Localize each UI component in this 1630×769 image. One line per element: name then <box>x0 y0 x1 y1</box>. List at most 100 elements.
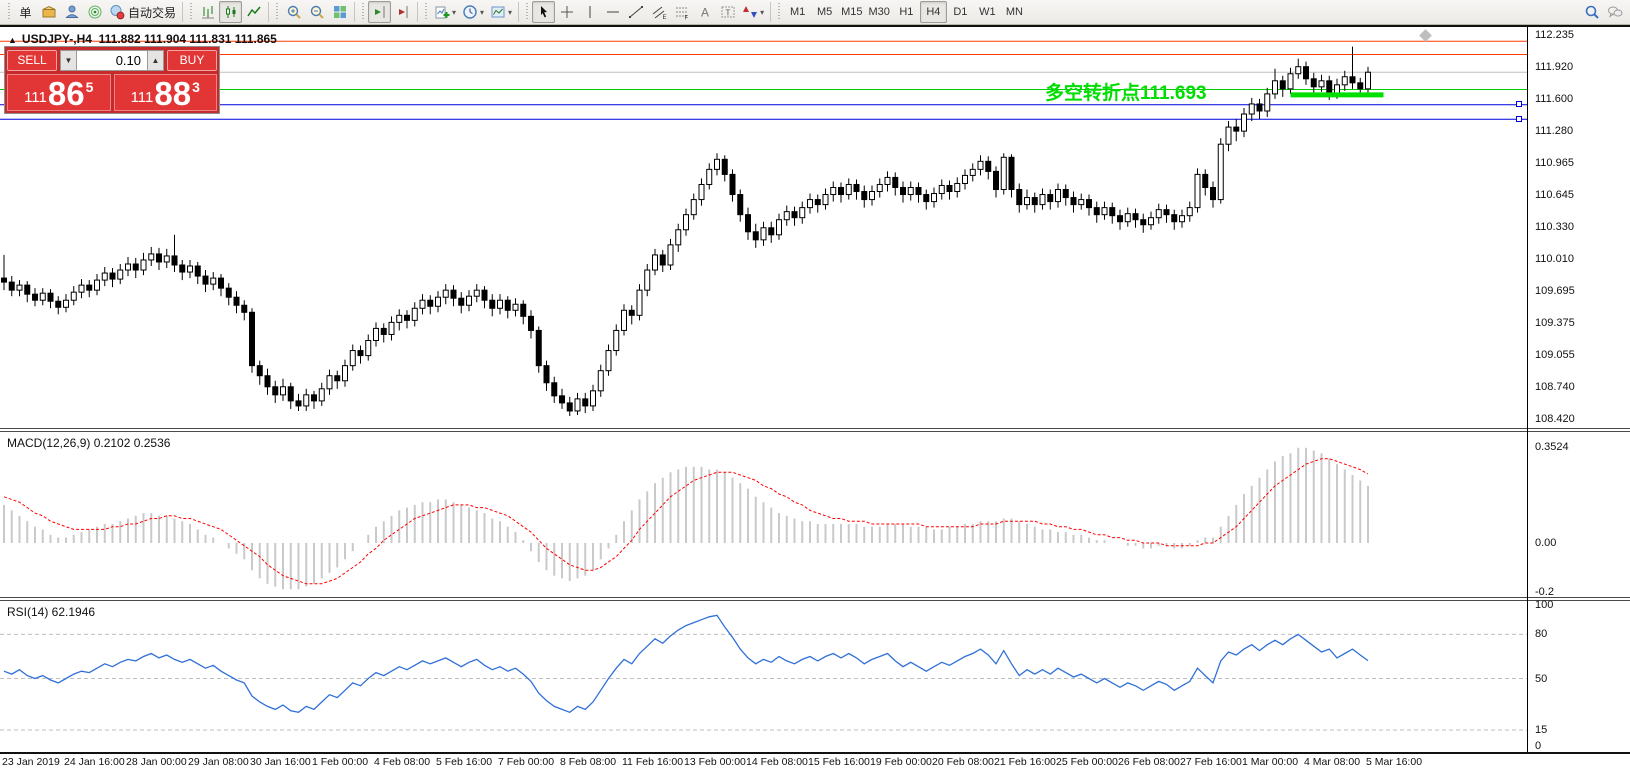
tf-mn-button[interactable]: MN <box>1001 1 1028 23</box>
equidistant-channel-button[interactable]: E <box>647 1 670 23</box>
price-tick-label: 110.965 <box>1535 156 1574 169</box>
chart-shift-button[interactable] <box>368 1 392 23</box>
tile-windows-button[interactable] <box>328 1 351 23</box>
tf-m30-label: M30 <box>868 6 890 18</box>
auto-trading-button[interactable]: 自动交易 <box>106 1 179 23</box>
hline-drag-handle[interactable] <box>1516 115 1522 122</box>
arrows-button[interactable]: ▾ <box>739 1 767 23</box>
hline-drag-handle[interactable] <box>1516 101 1522 108</box>
arrows-dropdown-icon[interactable]: ▾ <box>760 7 765 17</box>
one-click-trading-panel: SELL ▼ 0.10 ▲ BUY 111 86 5 111 88 3 <box>4 46 220 114</box>
lot-increase-button[interactable]: ▲ <box>147 50 164 71</box>
new-chart-dropdown-icon[interactable]: ▾ <box>452 7 457 17</box>
search-button[interactable] <box>1580 1 1603 23</box>
text-label-button[interactable]: T <box>716 1 739 23</box>
lot-decrease-button[interactable]: ▼ <box>60 50 77 71</box>
shiftend-icon <box>374 6 385 18</box>
tf-m5-button[interactable]: M5 <box>811 1 838 23</box>
fibonacci-button[interactable]: F <box>670 1 693 23</box>
text-button[interactable]: A <box>693 1 716 23</box>
rsi-tick-label: 0 <box>1535 740 1542 752</box>
pane-separator[interactable] <box>0 428 1630 432</box>
svg-text:A: A <box>701 6 709 20</box>
main-chart-canvas[interactable] <box>0 27 1527 428</box>
time-tick-label: 5 Mar 16:00 <box>1366 756 1423 768</box>
new-chart-button[interactable]: ▾ <box>431 1 459 23</box>
main-chart-pane[interactable]: ▲ USDJPY-,H4 111.882 111.904 111.831 111.… <box>0 27 1630 428</box>
trendline-button[interactable] <box>624 1 647 23</box>
time-tick-label: 19 Feb 00:00 <box>870 756 932 768</box>
price-axis[interactable]: 112.235 111.920 111.600 111.280 110.965 110.6… <box>1527 27 1630 752</box>
buy-button[interactable]: BUY <box>167 50 217 71</box>
period-presets-dropdown-icon[interactable]: ▾ <box>480 7 485 17</box>
market-watch-button[interactable] <box>37 1 60 23</box>
cursor-icon <box>540 6 547 18</box>
templates-button[interactable]: ▾ <box>487 1 515 23</box>
trade-panel-collapse-icon[interactable]: ▲ <box>8 35 17 45</box>
zoom-in-button[interactable] <box>282 1 305 23</box>
period-presets-button[interactable]: ▾ <box>459 1 487 23</box>
zoomin-icon <box>287 5 301 19</box>
line-chart-button[interactable] <box>242 1 265 23</box>
trendline-icon <box>628 6 643 18</box>
time-tick-label: 23 Jan 2019 <box>2 756 60 768</box>
toolbar-grip[interactable] <box>777 3 782 21</box>
template-icon <box>491 6 505 18</box>
rsi-canvas[interactable] <box>0 601 1527 752</box>
tf-h4-button[interactable]: H4 <box>919 1 947 23</box>
accounts-button[interactable] <box>60 1 83 23</box>
time-tick-label: 25 Feb 00:00 <box>1056 756 1118 768</box>
tf-m15-label: M15 <box>841 6 863 18</box>
tf-m15-button[interactable]: M15 <box>838 1 865 23</box>
crosshair-button[interactable] <box>555 1 578 23</box>
price-tick-label: 111.600 <box>1535 92 1574 105</box>
autoscroll-icon <box>398 6 408 18</box>
symbol-period-label: USDJPY-,H4 <box>21 32 92 46</box>
channel-icon: E <box>652 6 666 20</box>
fib-icon: F <box>675 7 688 20</box>
macd-pane[interactable]: MACD(12,26,9) 0.2102 0.2536 <box>0 432 1630 597</box>
new-order-button[interactable]: 单 <box>14 1 37 23</box>
cursor-button[interactable] <box>532 1 556 23</box>
lot-size-input[interactable]: 0.10 <box>77 50 147 71</box>
tf-h1-button[interactable]: H1 <box>893 1 920 23</box>
time-tick-label: 4 Mar 08:00 <box>1304 756 1361 768</box>
tf-w1-label: W1 <box>979 6 996 18</box>
candlestick-chart-button[interactable] <box>219 1 243 23</box>
toolbar-grip[interactable] <box>275 3 280 21</box>
pane-separator[interactable] <box>0 597 1630 601</box>
price-tick-label: 109.695 <box>1535 284 1575 297</box>
tf-m30-button[interactable]: M30 <box>865 1 892 23</box>
time-tick-label: 8 Feb 08:00 <box>560 756 617 768</box>
tf-w1-button[interactable]: W1 <box>974 1 1001 23</box>
textT-icon: T <box>721 6 735 18</box>
bar-chart-button[interactable] <box>196 1 219 23</box>
rsi-pane[interactable]: RSI(14) 62.1946 <box>0 601 1630 752</box>
time-axis[interactable]: 23 Jan 2019 24 Jan 16:00 28 Jan 00:00 29 Ja… <box>0 754 1630 769</box>
toolbar-grip[interactable] <box>525 3 530 21</box>
horizontal-line-button[interactable] <box>601 1 624 23</box>
vline-icon <box>589 6 591 18</box>
toolbar-grip[interactable] <box>424 3 429 21</box>
tf-m1-button[interactable]: M1 <box>784 1 811 23</box>
zoom-out-button[interactable] <box>305 1 328 23</box>
rsi-tick-label: 50 <box>1535 672 1548 685</box>
vertical-line-button[interactable] <box>578 1 601 23</box>
chat-button[interactable] <box>1603 1 1626 23</box>
toolbar-separator <box>770 2 772 22</box>
tf-m1-label: M1 <box>789 6 806 18</box>
ohlc-quote-label: 111.882 111.904 111.831 111.865 <box>98 32 277 46</box>
toolbar-grip[interactable] <box>361 3 366 21</box>
sell-button[interactable]: SELL <box>7 50 57 71</box>
candle-icon <box>225 6 236 18</box>
signals-button[interactable] <box>83 1 106 23</box>
macd-canvas[interactable] <box>0 432 1527 597</box>
rsi-tick-label: 100 <box>1535 599 1554 611</box>
toolbar-grip[interactable] <box>7 3 11 21</box>
tf-d1-button[interactable]: D1 <box>947 1 974 23</box>
templates-dropdown-icon[interactable]: ▾ <box>508 7 513 17</box>
auto-scroll-button[interactable] <box>391 1 414 23</box>
toolbar-grip[interactable] <box>189 3 194 21</box>
time-tick-label: 15 Feb 16:00 <box>808 756 870 768</box>
price-tick-label: 111.920 <box>1535 60 1574 73</box>
